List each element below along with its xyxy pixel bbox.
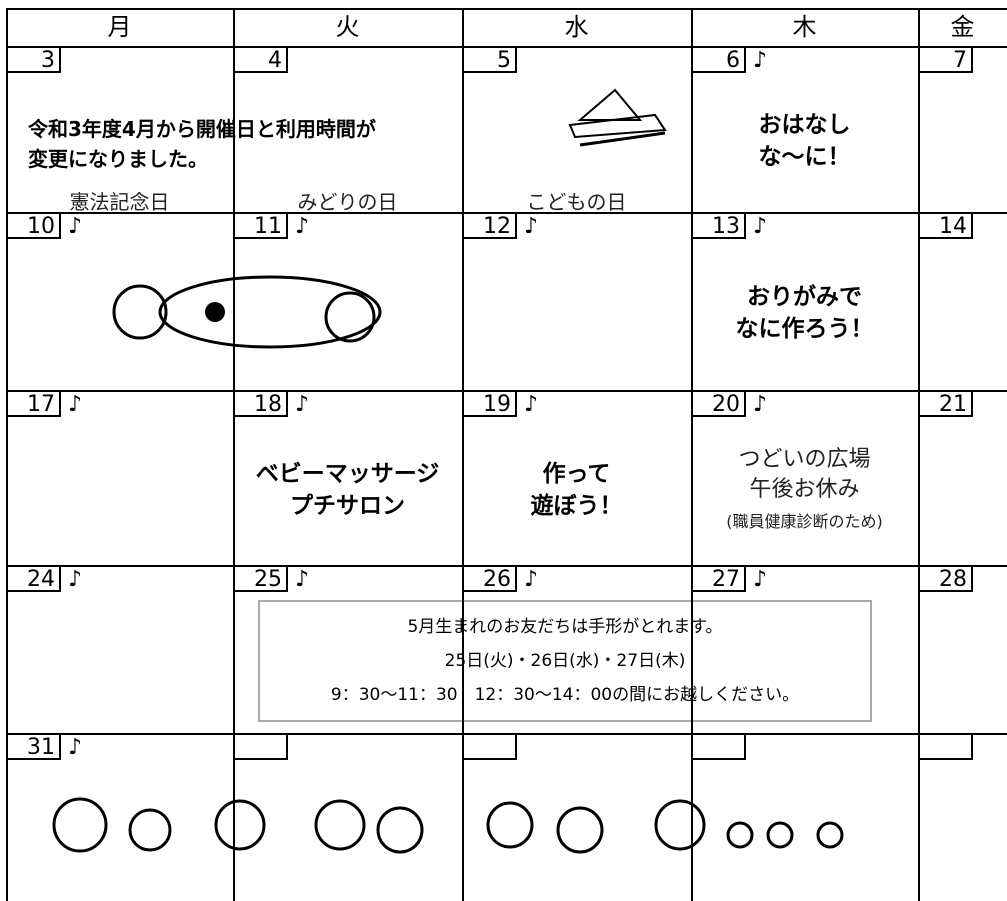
event-text: おりがみで: [747, 284, 862, 310]
helmet-illustration: [568, 88, 667, 147]
holiday-name: みどりの日: [297, 190, 398, 214]
weekday-header: 月: [107, 13, 132, 41]
date-box: [235, 735, 288, 760]
date-box: 19: [464, 392, 517, 417]
date-box: 27: [693, 567, 746, 592]
music-note: ♪: [524, 567, 539, 592]
notice-line: 25日(火)・26日(水)・27日(木): [444, 651, 686, 671]
holiday-name: こどもの日: [526, 190, 627, 214]
notice-line: 9：30～11：30 12：30～14：00の間にお越しください。: [330, 685, 800, 705]
date-box: 17: [8, 392, 61, 417]
event-text: な～に！: [758, 144, 851, 170]
date-box: 4: [235, 48, 288, 73]
music-note: ♪: [295, 567, 310, 592]
music-note: ♪: [295, 214, 310, 239]
date-box: [464, 735, 517, 760]
holiday-name: 憲法記念日: [69, 190, 170, 214]
grid-line: [6, 565, 1007, 567]
grid-line: [462, 8, 464, 901]
grid-line: [6, 212, 1007, 214]
weekday-header: 水: [564, 13, 589, 41]
date-box: 10: [8, 214, 61, 239]
grid-line: [6, 8, 1007, 10]
closure-text: 午後お休み: [749, 476, 860, 502]
date-box: 31: [8, 735, 61, 760]
date-box: [920, 735, 973, 760]
music-note: ♪: [524, 214, 539, 239]
music-note: ♪: [753, 392, 768, 417]
event-text: プチサロン: [290, 492, 405, 519]
date-box: 6: [693, 48, 746, 73]
music-note: ♪: [68, 735, 83, 760]
date-box: 3: [8, 48, 61, 73]
grid-line: [6, 8, 8, 901]
grid-line: [233, 8, 235, 901]
grid-line: [6, 733, 1007, 735]
handprint-notice: 5月生まれのお友だちは手形がとれます。 25日(火)・26日(水)・27日(木) 9…: [258, 600, 872, 722]
date-box: 11: [235, 214, 288, 239]
weekday-header: 金: [950, 13, 975, 41]
date-box: 24: [8, 567, 61, 592]
weekday-header: 木: [792, 13, 817, 41]
date-box: 12: [464, 214, 517, 239]
date-box: 18: [235, 392, 288, 417]
event-text: 遊ぼう！: [530, 492, 623, 519]
music-note: ♪: [524, 392, 539, 417]
event-text: おはなし: [758, 112, 851, 138]
date-box: 13: [693, 214, 746, 239]
event-text: ベビーマッサージ: [255, 460, 440, 487]
music-note: ♪: [753, 567, 768, 592]
music-note: ♪: [753, 214, 768, 239]
koinobori-illustration: [112, 275, 382, 349]
announcement-text: 変更になりました。: [28, 147, 208, 171]
weekday-header: 火: [335, 13, 360, 41]
closure-text: つどいの広場: [738, 446, 871, 472]
date-box: 26: [464, 567, 517, 592]
announcement-text: 令和3年度4月から開催日と利用時間が: [28, 117, 376, 141]
grid-line: [6, 46, 1007, 48]
event-text: なに作ろう！: [735, 316, 874, 342]
date-box: 21: [920, 392, 973, 417]
date-box: [693, 735, 746, 760]
music-note: ♪: [68, 567, 83, 592]
date-box: 5: [464, 48, 517, 73]
music-note: ♪: [753, 48, 768, 73]
animals-illustration: [52, 797, 844, 854]
date-box: 28: [920, 567, 973, 592]
event-text: 作って: [542, 460, 611, 487]
grid-line: [918, 8, 920, 901]
closure-note: (職員健康診断のため): [726, 511, 883, 531]
grid-line: [6, 390, 1007, 392]
music-note: ♪: [68, 392, 83, 417]
grid-line: [691, 8, 693, 901]
music-note: ♪: [295, 392, 310, 417]
music-note: ♪: [68, 214, 83, 239]
date-box: 14: [920, 214, 973, 239]
date-box: 20: [693, 392, 746, 417]
notice-line: 5月生まれのお友だちは手形がとれます。: [407, 617, 723, 637]
date-box: 7: [920, 48, 973, 73]
date-box: 25: [235, 567, 288, 592]
